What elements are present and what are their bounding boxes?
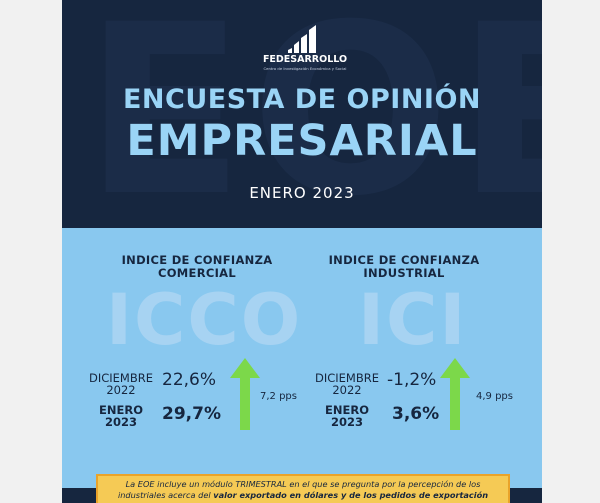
ici-curr-value: 3,6% bbox=[392, 404, 440, 424]
note-text: La EOE incluye un módulo TRIMESTRAL en e… bbox=[106, 479, 500, 501]
ici-background-acronym: ICI bbox=[358, 279, 468, 361]
note-line-2-start: industriales acerca del bbox=[117, 490, 214, 500]
ici-prev-value: -1,2% bbox=[387, 370, 437, 390]
ici-curr-label: ENERO 2023 bbox=[325, 403, 369, 429]
ici-change: 4,9 pps bbox=[476, 391, 513, 402]
icco-prev-value: 22,6% bbox=[162, 370, 217, 390]
ici-prev-label: DICIEMBRE 2022 bbox=[314, 371, 379, 397]
arrow-up-icon bbox=[230, 358, 260, 430]
logo-subtitle: Centro de Investigación Económica y Soci… bbox=[263, 66, 347, 71]
fedesarrollo-logo: FEDESARROLLO Centro de Investigación Eco… bbox=[250, 24, 360, 74]
icco-background-acronym: ICCO bbox=[106, 279, 303, 361]
note-line-1: La EOE incluye un módulo TRIMESTRAL en e… bbox=[125, 479, 481, 489]
icco-change: 7,2 pps bbox=[260, 391, 297, 402]
arrow-up-icon bbox=[440, 358, 470, 430]
infographic: EOE FEDESARROLLO Centro de Investigación… bbox=[62, 0, 542, 503]
logo-bars-icon bbox=[288, 25, 316, 53]
header-section: EOE FEDESARROLLO Centro de Investigación… bbox=[62, 0, 542, 228]
quarterly-module-note: La EOE incluye un módulo TRIMESTRAL en e… bbox=[96, 474, 510, 503]
report-date: ENERO 2023 bbox=[249, 184, 355, 202]
title-line-1: ENCUESTA DE OPINIÓN bbox=[122, 84, 482, 115]
icco-title: INDICE DE CONFIANZA COMERCIAL bbox=[121, 253, 273, 280]
title-line-2: EMPRESARIAL bbox=[126, 116, 478, 166]
ici-title: INDICE DE CONFIANZA INDUSTRIAL bbox=[328, 253, 480, 280]
icco-prev-label: DICIEMBRE 2022 bbox=[88, 371, 153, 397]
icco-curr-label: ENERO 2023 bbox=[99, 403, 143, 429]
logo-name: FEDESARROLLO bbox=[262, 54, 348, 65]
note-line-2-bold: valor exportado en dólares y de los pedi… bbox=[213, 490, 489, 500]
icco-curr-value: 29,7% bbox=[162, 404, 221, 424]
